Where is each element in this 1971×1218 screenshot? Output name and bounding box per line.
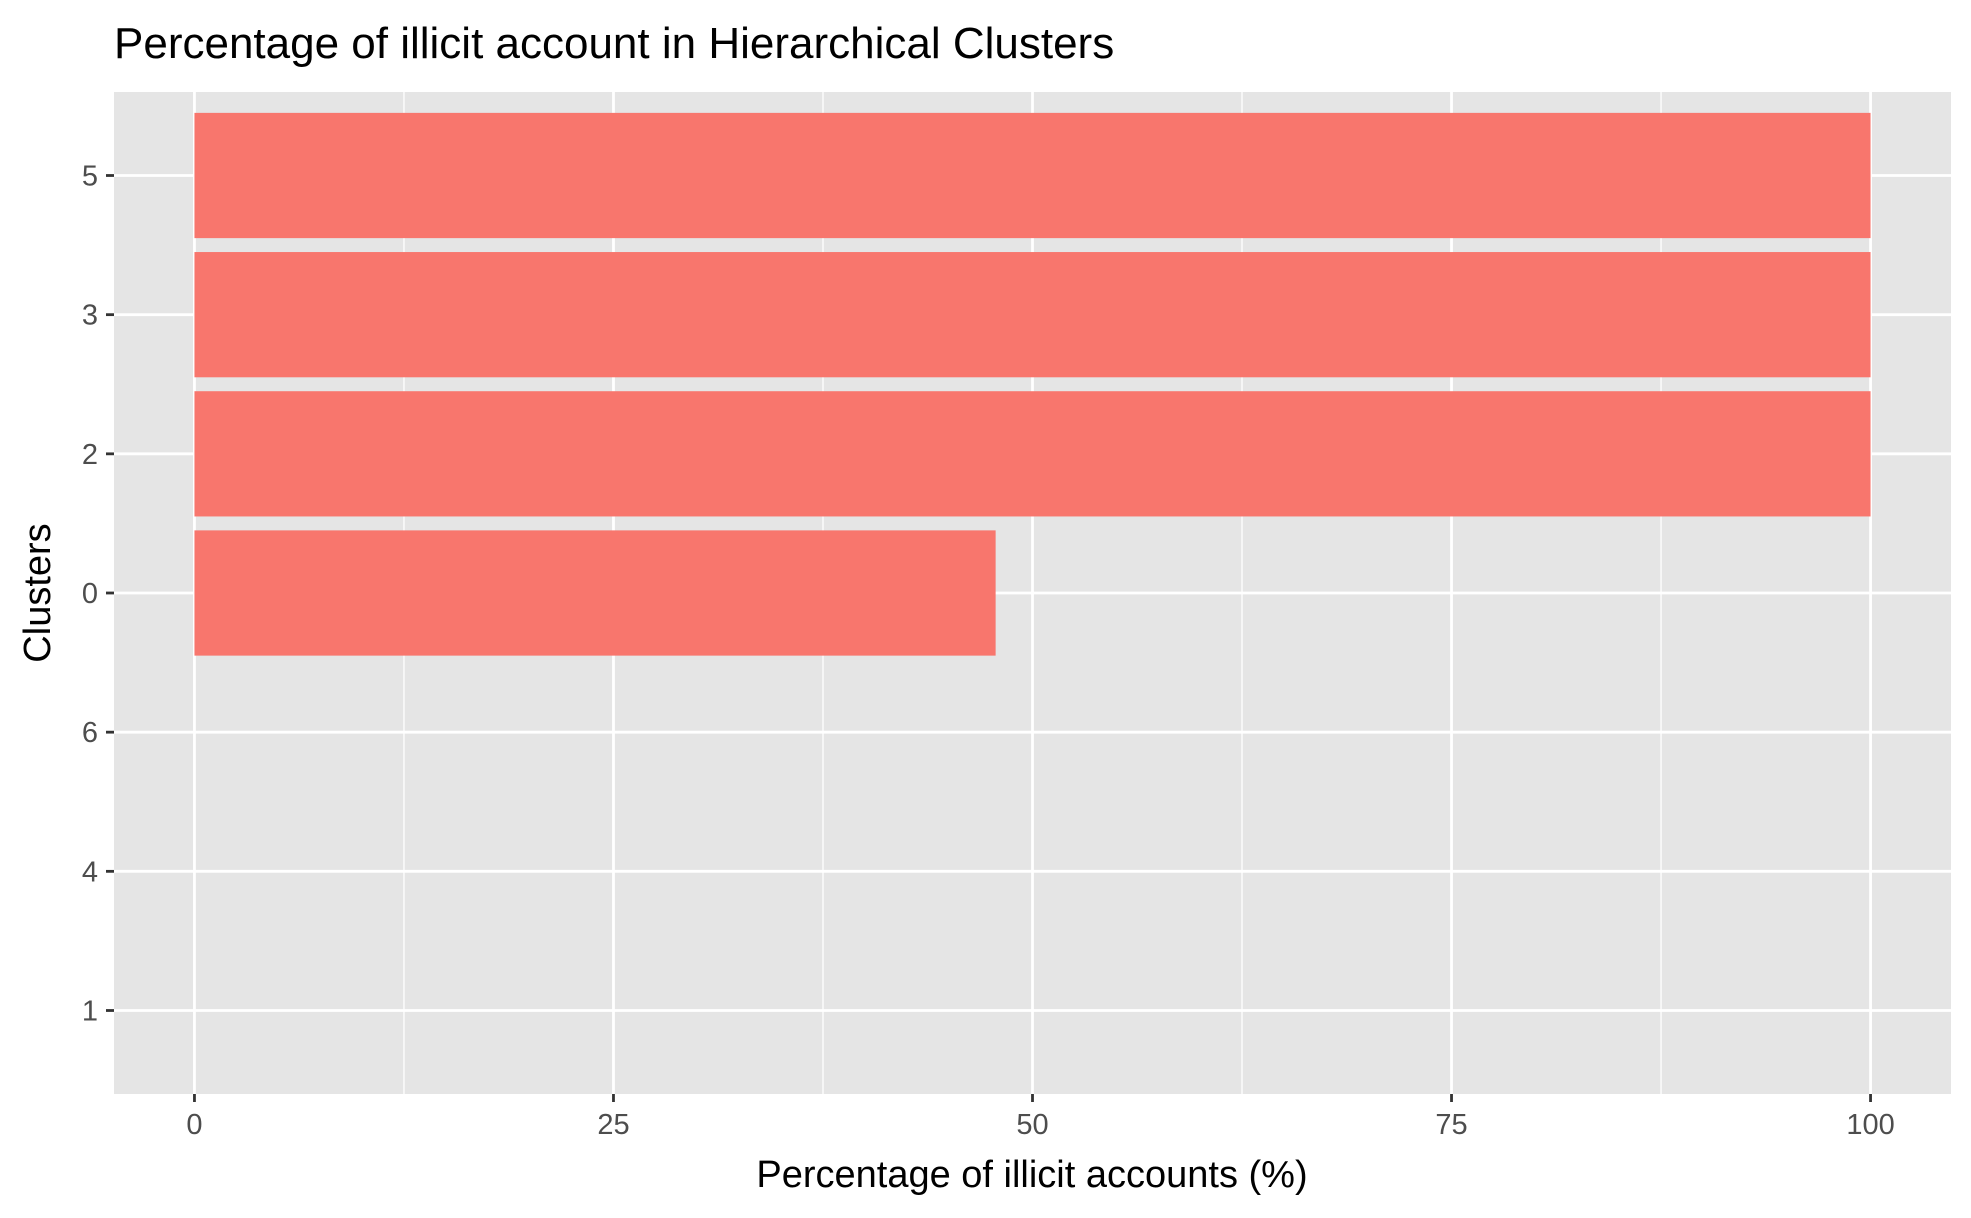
y-tick-label: 3 — [82, 300, 98, 332]
y-tick-label: 1 — [82, 996, 98, 1028]
x-tick-label: 75 — [1435, 1109, 1467, 1141]
bar-cluster-0 — [194, 530, 996, 656]
x-tick-label: 100 — [1846, 1109, 1894, 1141]
bar-cluster-3 — [194, 252, 1871, 378]
x-tick-label: 25 — [597, 1109, 629, 1141]
y-tick-label: 5 — [82, 161, 98, 193]
chart-title: Percentage of illicit account in Hierarc… — [114, 19, 1114, 68]
x-axis: 0 25 50 75 100 — [186, 1094, 1895, 1141]
y-tick-label: 4 — [82, 856, 98, 888]
bars — [194, 112, 1871, 656]
y-tick-label: 2 — [82, 439, 98, 471]
y-tick-label: 0 — [82, 578, 98, 610]
x-tick-label: 50 — [1016, 1109, 1048, 1141]
bar-cluster-5 — [194, 112, 1871, 239]
y-axis-title: Clusters — [17, 523, 59, 662]
x-axis-title: Percentage of illicit accounts (%) — [756, 1154, 1307, 1196]
bar-cluster-2 — [194, 391, 1871, 517]
x-tick-label: 0 — [186, 1109, 202, 1141]
y-axis: 5 3 2 0 6 4 1 — [82, 161, 114, 1028]
y-tick-label: 6 — [82, 717, 98, 749]
